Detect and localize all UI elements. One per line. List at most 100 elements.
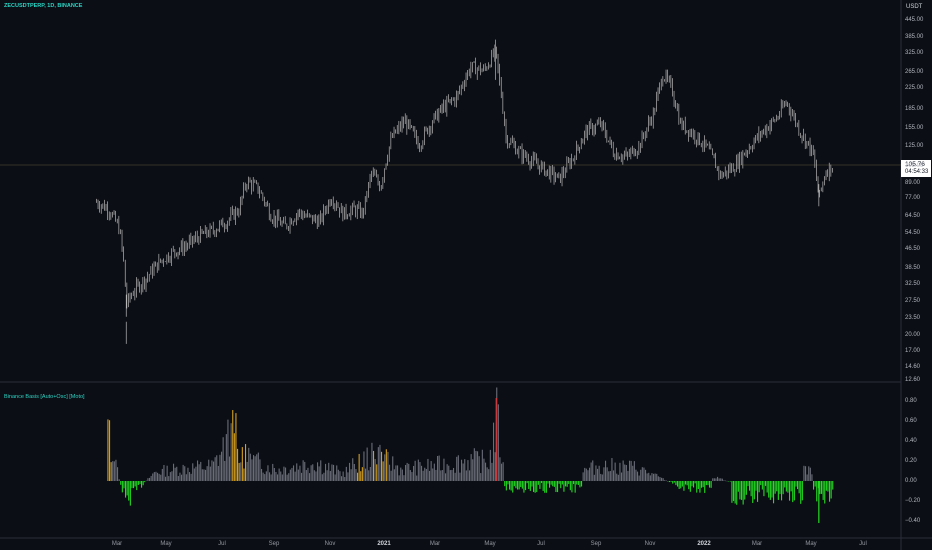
- oscillator-bar: [715, 478, 717, 481]
- oscillator-bar: [230, 423, 232, 481]
- oscillator-bar: [542, 481, 544, 491]
- oscillator-bar: [294, 471, 296, 481]
- oscillator-bar: [659, 477, 661, 481]
- oscillator-bar: [742, 481, 744, 505]
- oscillator-bar: [406, 462, 408, 481]
- oscillator-bar: [587, 470, 589, 481]
- oscillator-bar: [275, 471, 277, 481]
- oscillator-bar: [539, 481, 541, 489]
- oscillator-bar: [582, 472, 584, 481]
- oscillator-bar: [150, 475, 152, 481]
- oscillator-bar: [451, 469, 453, 481]
- osc-tick-label: 0.00: [905, 478, 917, 484]
- oscillator-bar: [193, 468, 195, 481]
- oscillator-bar: [374, 458, 376, 481]
- oscillator-bar: [310, 465, 312, 481]
- oscillator-bar: [488, 469, 490, 481]
- oscillator-bar: [243, 468, 245, 481]
- oscillator-bar: [499, 457, 501, 481]
- oscillator-bar: [577, 481, 579, 485]
- oscillator-bar: [177, 476, 179, 481]
- oscillator-bar: [753, 481, 755, 500]
- price-tick-label: 27.50: [905, 298, 921, 304]
- oscillator-bar: [443, 458, 445, 481]
- oscillator-bar: [241, 447, 243, 481]
- oscillator-bar: [750, 481, 752, 497]
- oscillator-bar: [312, 464, 314, 481]
- oscillator-bar: [713, 478, 715, 481]
- oscillator-bar: [688, 481, 690, 490]
- oscillator-bar: [531, 481, 533, 487]
- oscillator-bar: [784, 481, 786, 488]
- oscillator-bar: [244, 444, 247, 481]
- oscillator-bar: [190, 473, 192, 481]
- oscillator-bar: [524, 481, 527, 491]
- oscillator-bar: [673, 481, 675, 483]
- oscillator-bar: [371, 442, 373, 481]
- oscillator-bar: [491, 462, 493, 481]
- oscillator-bar: [176, 466, 178, 481]
- oscillator-bar: [348, 462, 351, 481]
- oscillator-bar: [220, 451, 223, 481]
- oscillator-bar: [689, 481, 691, 492]
- oscillator-bar: [187, 467, 189, 481]
- oscillator-bar: [219, 454, 221, 481]
- oscillator-bar: [651, 473, 653, 481]
- oscillator-bar: [217, 465, 219, 481]
- oscillator-bar: [619, 462, 621, 481]
- oscillator-bar: [412, 465, 415, 481]
- oscillator-bar: [800, 481, 802, 504]
- oscillator-bar: [481, 449, 483, 481]
- oscillator-bar: [337, 469, 339, 481]
- oscillator-bar: [579, 481, 581, 488]
- oscillator-bar: [552, 481, 554, 487]
- oscillator-bar: [584, 467, 586, 481]
- oscillator-bar: [123, 481, 125, 489]
- oscillator-bar: [148, 477, 151, 481]
- indicator-title[interactable]: Binance Basis [Auto+Osc] [Moto]: [4, 394, 85, 400]
- oscillator-bar: [408, 463, 410, 481]
- oscillator-bar: [320, 460, 322, 481]
- oscillator-bar: [120, 481, 122, 485]
- oscillator-bar: [121, 481, 123, 493]
- symbol-label[interactable]: ZECUSDTPERP, 1D, BINANCE: [4, 3, 83, 9]
- oscillator-bar: [428, 470, 431, 481]
- oscillator-bar: [147, 478, 149, 481]
- oscillator-bar: [550, 481, 552, 485]
- oscillator-bar: [739, 481, 741, 500]
- oscillator-bar: [265, 471, 267, 481]
- oscillator-bar: [257, 452, 259, 481]
- oscillator-bar: [353, 464, 355, 481]
- oscillator-bar: [473, 448, 475, 481]
- oscillator-bar: [801, 481, 803, 501]
- oscillator-bar: [832, 481, 834, 490]
- oscillator-bar: [376, 464, 378, 481]
- price-tick-label: 185.00: [905, 106, 924, 112]
- oscillator-bar: [182, 464, 184, 481]
- oscillator-bar: [483, 458, 485, 481]
- oscillator-bar: [705, 481, 707, 486]
- oscillator-bar: [798, 481, 800, 494]
- oscillator-bar: [523, 481, 525, 493]
- oscillator-bar: [766, 481, 768, 493]
- oscillator-bar: [118, 479, 120, 481]
- oscillator-bar: [464, 459, 466, 481]
- oscillator-bar: [504, 481, 506, 487]
- oscillator-bar: [716, 476, 719, 481]
- oscillator-bar: [476, 451, 479, 481]
- oscillator-bar: [174, 467, 176, 481]
- oscillator-bar: [108, 420, 111, 481]
- oscillator-bar: [571, 481, 573, 493]
- time-tick-label: Nov: [324, 541, 336, 547]
- oscillator-bar: [820, 481, 823, 494]
- oscillator-bar: [204, 469, 207, 481]
- oscillator-bar: [755, 481, 757, 491]
- oscillator-bar: [208, 459, 210, 481]
- oscillator-bar: [814, 481, 816, 487]
- oscillator-bar: [110, 462, 112, 481]
- oscillator-bar: [580, 481, 583, 487]
- oscillator-bar: [363, 451, 365, 481]
- oscillator-bar: [307, 467, 309, 481]
- oscillator-bar: [136, 481, 138, 491]
